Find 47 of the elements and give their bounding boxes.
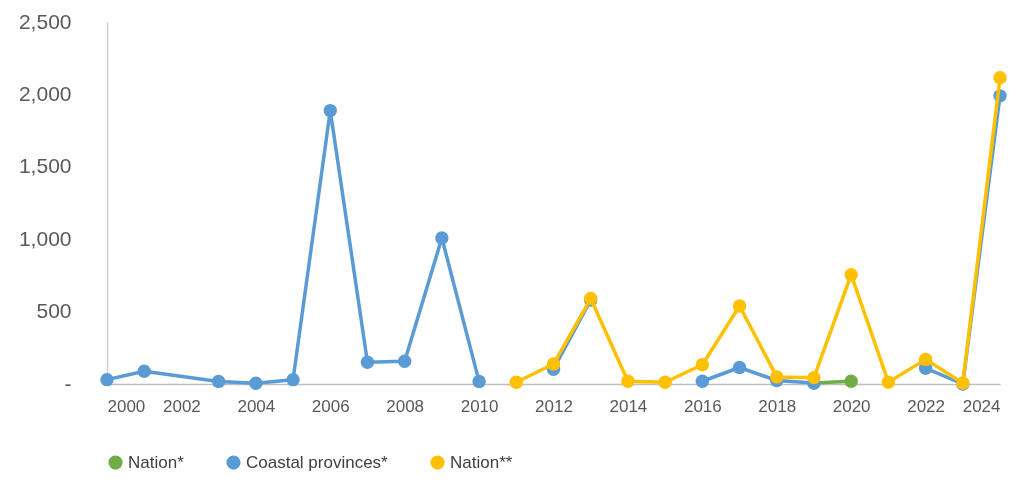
x-tick-label: 2012: [535, 396, 573, 416]
legend-label: Nation*: [128, 452, 185, 472]
point: [286, 372, 300, 387]
point: [249, 376, 263, 390]
y-tick-label: 1,000: [18, 226, 72, 250]
point: [509, 375, 523, 389]
y-tick-label: 2,500: [18, 9, 72, 33]
x-tick-label: 2010: [460, 396, 499, 416]
x-tick-label: 2014: [609, 396, 648, 416]
point: [918, 352, 933, 367]
point: [435, 231, 449, 245]
point: [844, 374, 858, 388]
point: [211, 374, 226, 389]
x-tick-label: 2018: [758, 396, 797, 416]
point: [100, 372, 114, 387]
point: [472, 374, 486, 389]
point: [695, 358, 710, 372]
legend-label: Nation**: [450, 452, 513, 472]
point: [993, 71, 1007, 85]
x-tick-label: 2000: [107, 396, 146, 416]
y-tick-label: 2,000: [18, 81, 72, 105]
point: [397, 354, 412, 368]
x-tick-label: 2020: [832, 396, 871, 416]
y-tick-label: -: [64, 371, 72, 395]
x-tick-label: 2022: [907, 396, 945, 416]
point: [695, 374, 710, 388]
legend-label: Coastal provinces*: [246, 452, 389, 472]
x-tick-label: 2006: [311, 396, 350, 416]
point: [137, 364, 151, 378]
point: [732, 299, 747, 313]
point: [881, 375, 896, 389]
point: [807, 370, 821, 385]
y-tick-label: 500: [36, 299, 72, 323]
x-tick-label: 2024: [962, 396, 1001, 416]
point: [546, 357, 561, 371]
x-tick-label: 2016: [683, 396, 722, 416]
point: [844, 267, 858, 282]
point: [732, 360, 747, 375]
x-tick-label: 2008: [386, 396, 425, 416]
point: [621, 374, 635, 388]
point: [323, 103, 337, 118]
y-tick-label: 1,500: [18, 154, 72, 178]
x-tick-label: 2002: [163, 396, 201, 416]
point: [770, 370, 784, 384]
x-tick-label: 2004: [237, 396, 276, 416]
point: [658, 375, 672, 389]
point: [360, 355, 375, 369]
